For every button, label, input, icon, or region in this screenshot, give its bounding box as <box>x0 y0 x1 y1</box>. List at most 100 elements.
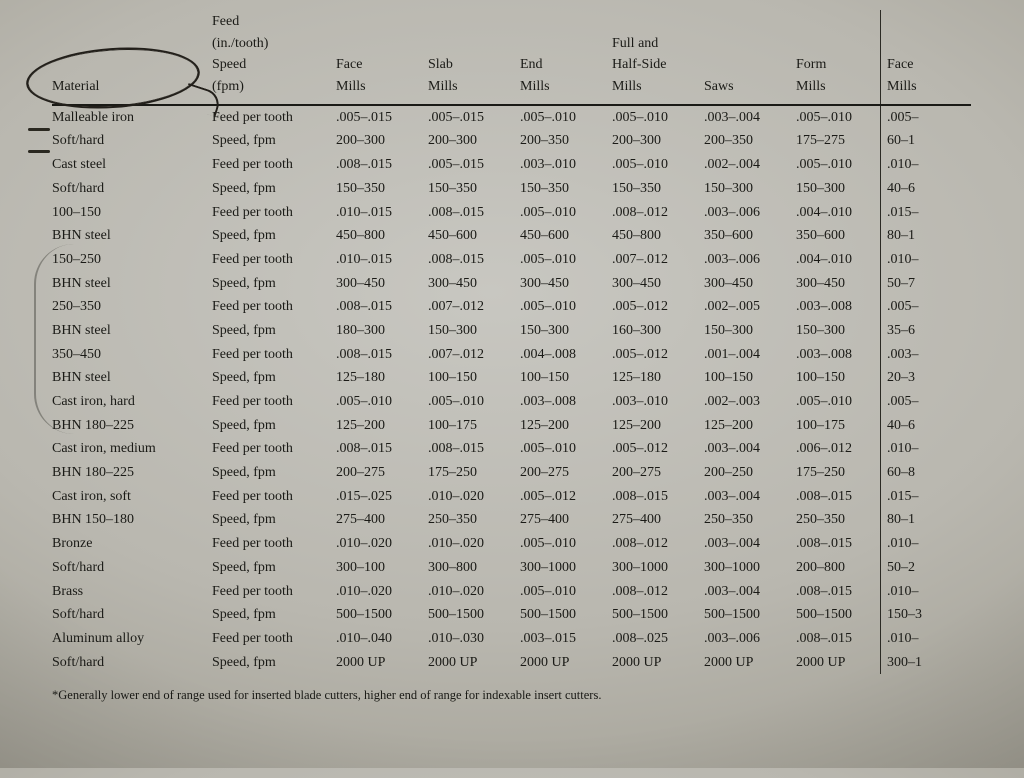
value-cell: 200–275 <box>336 461 428 485</box>
value-cell: 175–250 <box>796 461 881 485</box>
value-cell: .008–.012 <box>612 201 704 225</box>
value-cell: 20–3 <box>881 366 972 390</box>
value-cell: .008–.015 <box>796 485 881 509</box>
value-cell: .015– <box>881 201 972 225</box>
table-row: Soft/hardSpeed, fpm500–1500500–1500500–1… <box>52 603 971 627</box>
value-cell: 300–800 <box>428 556 520 580</box>
table-row: Soft/hardSpeed, fpm200–300200–300200–350… <box>52 129 971 153</box>
pencil-dash <box>28 128 50 131</box>
table-row: BHN steelSpeed, fpm450–800450–600450–600… <box>52 224 971 248</box>
value-cell: .003–.006 <box>704 627 796 651</box>
value-cell: 450–800 <box>336 224 428 248</box>
value-cell: .006–.012 <box>796 437 881 461</box>
value-cell: 100–150 <box>520 366 612 390</box>
value-cell: 350–600 <box>796 224 881 248</box>
value-cell: 60–8 <box>881 461 972 485</box>
value-cell: .010–.020 <box>428 485 520 509</box>
value-cell: 300–450 <box>428 272 520 296</box>
value-cell: 150–3 <box>881 603 972 627</box>
value-cell: 40–6 <box>881 177 972 201</box>
value-cell: .005–.012 <box>612 295 704 319</box>
value-cell: 100–175 <box>428 414 520 438</box>
param-cell: Speed, fpm <box>212 461 336 485</box>
value-cell: .002–.004 <box>704 153 796 177</box>
value-cell: .005–.010 <box>796 105 881 130</box>
value-cell: .008–.015 <box>336 295 428 319</box>
table-body: Malleable ironFeed per tooth.005–.015.00… <box>52 105 971 675</box>
value-cell: 500–1500 <box>520 603 612 627</box>
param-cell: Speed, fpm <box>212 651 336 675</box>
value-cell: .005–.010 <box>520 532 612 556</box>
value-cell: 100–150 <box>796 366 881 390</box>
value-cell: 200–350 <box>704 129 796 153</box>
material-cell: Soft/hard <box>52 556 212 580</box>
table-row: Malleable ironFeed per tooth.005–.015.00… <box>52 105 971 130</box>
value-cell: 300–450 <box>796 272 881 296</box>
value-cell: 200–300 <box>612 129 704 153</box>
value-cell: 2000 UP <box>428 651 520 675</box>
param-cell: Feed per tooth <box>212 105 336 130</box>
param-cell: Feed per tooth <box>212 248 336 272</box>
value-cell: .005–.012 <box>612 437 704 461</box>
table-row: Soft/hardSpeed, fpm300–100300–800300–100… <box>52 556 971 580</box>
value-cell: .004–.010 <box>796 201 881 225</box>
value-cell: .005–.012 <box>520 485 612 509</box>
param-cell: Speed, fpm <box>212 556 336 580</box>
table-row: 350–450Feed per tooth.008–.015.007–.012.… <box>52 343 971 367</box>
material-cell: Cast iron, medium <box>52 437 212 461</box>
value-cell: 350–600 <box>704 224 796 248</box>
value-cell: .005–.010 <box>520 248 612 272</box>
value-cell: .005–.010 <box>612 105 704 130</box>
material-cell: Cast iron, hard <box>52 390 212 414</box>
param-cell: Speed, fpm <box>212 508 336 532</box>
value-cell: 2000 UP <box>704 651 796 675</box>
milling-feed-speed-table: Material Feed (in./tooth) Speed (fpm) Fa… <box>52 10 971 674</box>
col-slab-mills: SlabMills <box>428 10 520 104</box>
material-cell: Soft/hard <box>52 603 212 627</box>
value-cell: 150–350 <box>428 177 520 201</box>
value-cell: 275–400 <box>612 508 704 532</box>
value-cell: 200–250 <box>704 461 796 485</box>
param-cell: Speed, fpm <box>212 129 336 153</box>
value-cell: 200–350 <box>520 129 612 153</box>
footnote: *Generally lower end of range used for i… <box>52 688 1024 703</box>
value-cell: .004–.010 <box>796 248 881 272</box>
param-cell: Feed per tooth <box>212 580 336 604</box>
col-feed-speed: Feed (in./tooth) Speed (fpm) <box>212 10 336 104</box>
value-cell: .003–.010 <box>612 390 704 414</box>
value-cell: .010– <box>881 248 972 272</box>
material-cell: BHN steel <box>52 224 212 248</box>
value-cell: 300–1000 <box>520 556 612 580</box>
material-cell: BHN 180–225 <box>52 461 212 485</box>
param-cell: Feed per tooth <box>212 153 336 177</box>
value-cell: 300–450 <box>336 272 428 296</box>
value-cell: .003– <box>881 343 972 367</box>
value-cell: .001–.004 <box>704 343 796 367</box>
col-material: Material <box>52 10 212 104</box>
hdr-speed-unit: (fpm) <box>212 79 244 94</box>
value-cell: .003–.004 <box>704 485 796 509</box>
param-cell: Feed per tooth <box>212 343 336 367</box>
value-cell: .005–.012 <box>612 343 704 367</box>
table-row: Cast iron, softFeed per tooth.015–.025.0… <box>52 485 971 509</box>
table-row: BHN steelSpeed, fpm125–180100–150100–150… <box>52 366 971 390</box>
hdr-feed: Feed <box>212 14 239 29</box>
value-cell: .003–.004 <box>704 580 796 604</box>
value-cell: 2000 UP <box>520 651 612 675</box>
value-cell: .010– <box>881 532 972 556</box>
value-cell: .008–.015 <box>796 627 881 651</box>
value-cell: .010–.020 <box>428 532 520 556</box>
col-full-half-side: Full andHalf-SideMills <box>612 10 704 104</box>
param-cell: Feed per tooth <box>212 532 336 556</box>
material-cell: Cast steel <box>52 153 212 177</box>
col-material-label: Material <box>52 79 99 94</box>
material-cell: Bronze <box>52 532 212 556</box>
param-cell: Speed, fpm <box>212 319 336 343</box>
value-cell: 150–300 <box>704 177 796 201</box>
value-cell: .003–.004 <box>704 437 796 461</box>
param-cell: Feed per tooth <box>212 485 336 509</box>
value-cell: 50–7 <box>881 272 972 296</box>
value-cell: 300–450 <box>704 272 796 296</box>
value-cell: .015– <box>881 485 972 509</box>
value-cell: .015–.025 <box>336 485 428 509</box>
